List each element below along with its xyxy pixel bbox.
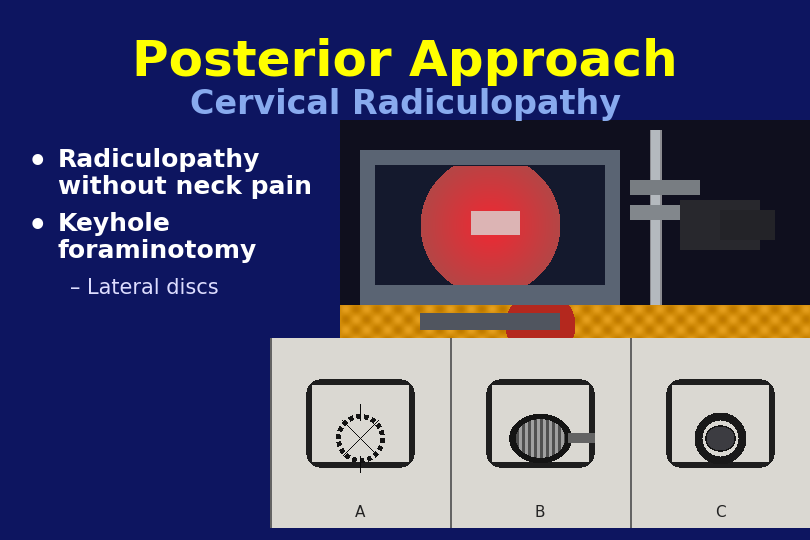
Text: Posterior Approach: Posterior Approach bbox=[132, 38, 678, 86]
Text: Cervical Radiculopathy: Cervical Radiculopathy bbox=[190, 88, 620, 121]
Text: Radiculopathy: Radiculopathy bbox=[58, 148, 260, 172]
Text: B: B bbox=[535, 505, 545, 520]
Text: C: C bbox=[714, 505, 725, 520]
Text: foraminotomy: foraminotomy bbox=[58, 239, 258, 263]
Text: •: • bbox=[28, 212, 48, 241]
Text: Keyhole: Keyhole bbox=[58, 212, 171, 236]
Text: without neck pain: without neck pain bbox=[58, 175, 312, 199]
Text: •: • bbox=[28, 148, 48, 177]
Text: A: A bbox=[355, 505, 365, 520]
Text: – Lateral discs: – Lateral discs bbox=[70, 278, 219, 298]
